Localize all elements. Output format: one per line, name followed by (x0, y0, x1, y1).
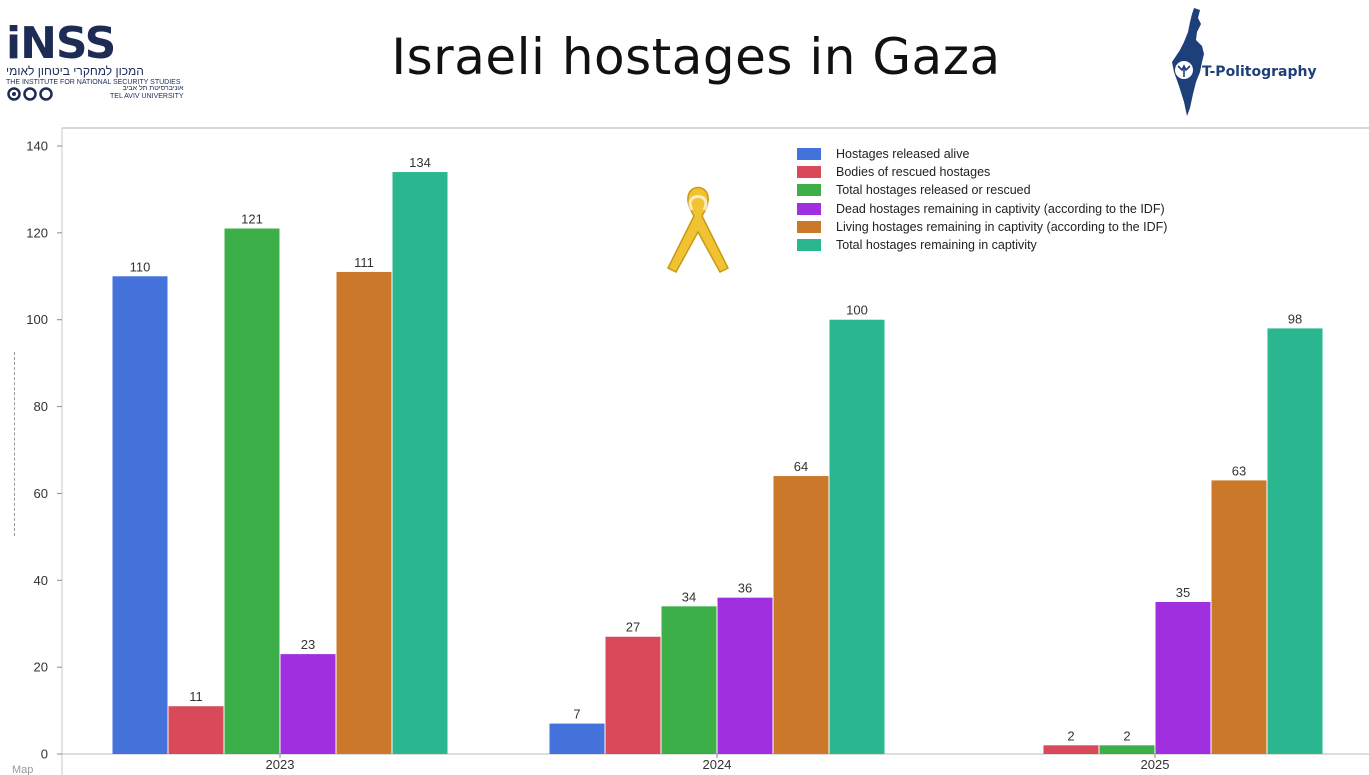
legend-swatch (797, 184, 821, 197)
bar-value-label: 98 (1288, 311, 1302, 326)
legend-swatch (797, 202, 821, 215)
bar (1155, 602, 1211, 754)
bar (112, 276, 168, 754)
y-tick-label: 80 (34, 399, 48, 414)
bar-value-label: 110 (130, 259, 151, 274)
x-tick-label: 2025 (1141, 757, 1170, 772)
bar (773, 476, 829, 754)
inss-logo: iNSS המכון למחקרי ביטחון לאומי THE INSTI… (4, 20, 199, 105)
legend-item: Hostages released alive (797, 146, 969, 162)
legend-swatch (797, 166, 821, 179)
tel-aviv-university-english: TEL AVIV UNIVERSITY (110, 93, 184, 100)
legend-item: Total hostages released or rescued (797, 182, 1031, 198)
legend-label: Total hostages released or rescued (836, 183, 1031, 198)
bar (224, 228, 280, 754)
chart-bars (112, 172, 1323, 755)
bar-value-label: 34 (682, 589, 696, 604)
x-tick-label: 2024 (703, 757, 732, 772)
bar (168, 706, 224, 754)
bar-value-label: 2 (1067, 728, 1074, 743)
legend-label: Dead hostages remaining in captivity (ac… (836, 201, 1165, 216)
bar-value-label: 134 (409, 155, 431, 170)
legend-label: Total hostages remaining in captivity (836, 238, 1037, 252)
bar-value-label: 23 (301, 637, 315, 652)
y-tick-label: 40 (34, 573, 48, 588)
yellow-ribbon-icon (666, 186, 730, 273)
y-tick-label: 100 (26, 312, 48, 327)
bar-value-label: 64 (794, 459, 808, 474)
t-politography-logo: T-Politography (1166, 6, 1336, 121)
y-tick-label: 20 (34, 660, 48, 675)
bar (336, 271, 392, 754)
bar (280, 654, 336, 754)
legend-label: Bodies of rescued hostages (836, 165, 991, 180)
bar-value-label: 11 (189, 689, 203, 704)
y-tick-label: 140 (26, 139, 48, 154)
left-edge-dashed-mark (14, 352, 17, 536)
legend-label: Hostages released alive (836, 147, 970, 161)
legend-label: Living hostages remaining in captivity (… (836, 219, 1168, 234)
ribbon-highlight (688, 195, 708, 211)
bar-value-label: 7 (573, 707, 580, 722)
legend-item: Bodies of rescued hostages (797, 164, 990, 180)
israel-map-icon (1172, 8, 1204, 116)
bar (605, 636, 661, 754)
y-tick-label: 120 (26, 225, 48, 240)
bar (661, 606, 717, 754)
chart-data-labels: 110 11 121 23 111 134 7 27 34 36 64 100 2 2 35 63 98 (130, 155, 1303, 743)
bar (829, 319, 885, 754)
bar-value-label: 27 (626, 620, 640, 635)
bar (1267, 328, 1323, 754)
bar-value-label: 63 (1232, 463, 1246, 478)
y-tick-label: 0 (41, 747, 48, 762)
legend-item: Total hostages remaining in captivity (797, 237, 1037, 253)
bar-value-label: 2 (1123, 728, 1130, 743)
y-tick-label: 60 (34, 486, 48, 501)
tel-aviv-university-mark: אוניברסיטת תל אביב TEL AVIV UNIVERSITY (110, 85, 184, 101)
t-politography-brand: T-Politography (1202, 64, 1317, 80)
inss-logo-circles-icon (7, 87, 53, 101)
legend-item: Living hostages remaining in captivity (… (797, 219, 1167, 235)
bar-value-label: 121 (241, 212, 263, 227)
bar (717, 597, 773, 754)
inss-logo-hebrew-line: המכון למחקרי ביטחון לאומי (6, 64, 144, 78)
legend-item: Dead hostages remaining in captivity (ac… (797, 201, 1165, 217)
ribbon-shape (666, 186, 730, 273)
bar (549, 723, 605, 754)
bar-value-label: 36 (738, 581, 752, 596)
bar (1099, 745, 1155, 754)
corner-map-text: Map (12, 764, 34, 775)
legend-swatch (797, 220, 821, 233)
legend-swatch (797, 239, 821, 251)
tel-aviv-university-hebrew: אוניברסיטת תל אביב (122, 85, 184, 92)
page-title: Israeli hostages in Gaza (391, 28, 1001, 86)
inss-logo-word: iNSS (6, 18, 116, 69)
bar-value-label: 111 (354, 255, 374, 270)
legend-swatch (797, 148, 821, 160)
bar (1211, 480, 1267, 754)
inss-logo-english-line: THE INSTITUTE FOR NATIONAL SECURITY STUD… (6, 79, 181, 86)
bar-value-label: 100 (846, 303, 868, 318)
x-tick-label: 2023 (266, 757, 295, 772)
bar (1043, 745, 1099, 754)
bar (392, 172, 448, 755)
bar-value-label: 35 (1176, 585, 1190, 600)
